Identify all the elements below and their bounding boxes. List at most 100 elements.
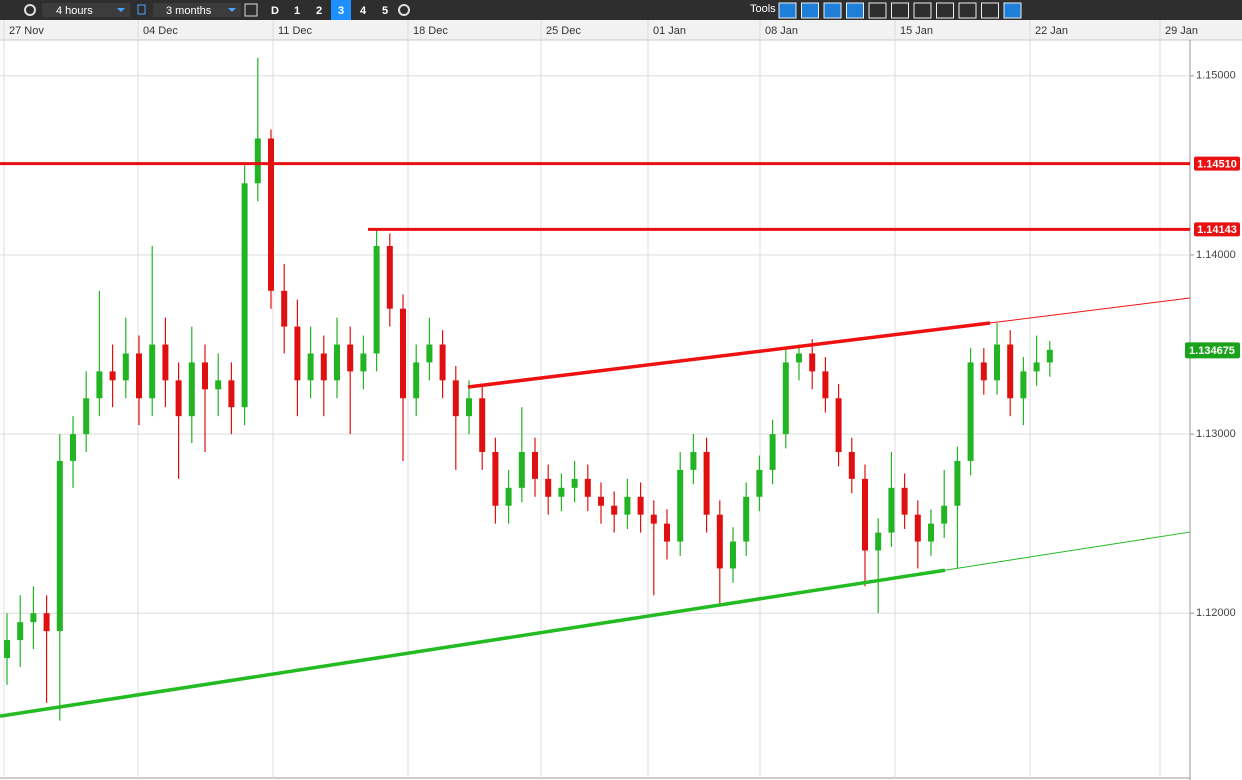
candle-body — [756, 469, 763, 497]
candle-body — [307, 353, 314, 381]
trendline — [467, 321, 991, 389]
candle-body — [83, 398, 90, 435]
candle-body — [347, 344, 354, 372]
date-label: 11 Dec — [278, 25, 313, 37]
candle-body — [901, 487, 908, 515]
interval-text: 4 hours — [56, 5, 93, 17]
candle-body — [822, 371, 829, 399]
candle-body — [96, 371, 103, 399]
tool-icon[interactable] — [846, 2, 864, 19]
date-label: 15 Jan — [900, 25, 933, 37]
level-label: 1.14143 — [1197, 224, 1237, 236]
tool-icon[interactable] — [981, 2, 999, 19]
candle-body — [809, 353, 816, 372]
level-tag — [1194, 222, 1240, 237]
candle-body — [532, 451, 538, 479]
candle-body — [228, 380, 235, 408]
tool-icon[interactable] — [891, 2, 909, 19]
candle-body — [439, 344, 446, 381]
candle-body — [584, 478, 591, 497]
date-label: 22 Jan — [1035, 25, 1068, 37]
period-button[interactable]: 5 — [382, 5, 388, 17]
y-tick-label: 1.12000 — [1196, 607, 1236, 619]
period-button[interactable]: 1 — [294, 5, 300, 17]
interval-select[interactable] — [42, 3, 130, 17]
candle-body — [954, 460, 961, 506]
candle-body — [875, 532, 882, 551]
date-label: 01 Jan — [653, 25, 686, 37]
range-text: 3 months — [166, 5, 212, 17]
candle-body — [4, 640, 10, 658]
candle-body — [70, 434, 76, 461]
period-button[interactable]: D — [271, 5, 279, 17]
period-button[interactable]: 2 — [316, 5, 322, 17]
candle-body — [479, 398, 486, 452]
candle-body — [281, 290, 288, 327]
candle-body — [1007, 344, 1014, 399]
candle-body — [505, 487, 512, 506]
candle-body — [400, 308, 406, 399]
candle-body — [743, 496, 750, 542]
candle-body — [17, 622, 24, 641]
candle-body — [980, 362, 987, 381]
candle-body — [716, 514, 723, 569]
candle-body — [862, 478, 868, 551]
tool-icon[interactable] — [958, 2, 977, 19]
candle-body — [835, 398, 842, 452]
candle-body — [109, 371, 116, 381]
candle-body — [1033, 362, 1040, 372]
trendline-extension — [989, 297, 1191, 324]
candle-body — [914, 514, 921, 542]
candle-body — [452, 380, 459, 417]
range-select[interactable] — [153, 3, 241, 17]
gear-icon[interactable] — [24, 4, 36, 16]
date-label: 04 Dec — [143, 25, 178, 37]
candle-body — [268, 138, 274, 291]
candle-body — [677, 469, 684, 542]
tool-icon[interactable] — [823, 2, 842, 19]
candle-body — [518, 451, 525, 488]
tool-icon[interactable] — [801, 2, 819, 19]
level-tag — [1194, 156, 1240, 171]
tool-icon[interactable] — [913, 2, 932, 19]
calendar-icon[interactable] — [244, 3, 258, 17]
candle-body — [941, 505, 948, 524]
candle-body — [782, 362, 789, 435]
period-button[interactable]: 4 — [360, 5, 367, 17]
tool-icon[interactable] — [778, 2, 797, 19]
candle-body — [175, 380, 182, 417]
candle-body — [149, 344, 156, 399]
gear-icon[interactable] — [398, 4, 410, 16]
candle-body — [796, 353, 802, 363]
trendline-extension — [944, 531, 1191, 571]
tool-icon[interactable] — [868, 2, 887, 19]
level-label: 1.14510 — [1197, 159, 1237, 171]
dropdown-arrow — [117, 8, 125, 12]
candle-body — [254, 138, 261, 184]
candle-body — [241, 183, 248, 408]
candle-body — [888, 487, 895, 533]
candle-body — [558, 487, 565, 497]
lock-icon[interactable] — [137, 4, 146, 15]
candle-body — [294, 326, 301, 381]
candle-body — [122, 353, 129, 381]
last-price-label: 1.134675 — [1189, 345, 1235, 357]
candle-body — [611, 505, 618, 515]
tool-icon[interactable] — [936, 2, 954, 19]
candle-body — [928, 523, 934, 542]
candle-body — [650, 514, 657, 524]
date-label: 25 Dec — [546, 25, 581, 37]
tool-icon[interactable] — [1003, 2, 1022, 19]
y-tick-label: 1.13000 — [1196, 428, 1236, 440]
last-price-tag — [1185, 342, 1240, 359]
candle-body — [1046, 349, 1053, 363]
candle-body — [571, 478, 578, 488]
candle-body — [162, 344, 169, 381]
candle-body — [664, 523, 670, 542]
tools-label: Tools — [750, 3, 776, 15]
period-button[interactable]: 3 — [338, 5, 344, 17]
candle-body — [598, 496, 604, 506]
candle-body — [703, 451, 710, 515]
candle-body — [386, 245, 393, 309]
